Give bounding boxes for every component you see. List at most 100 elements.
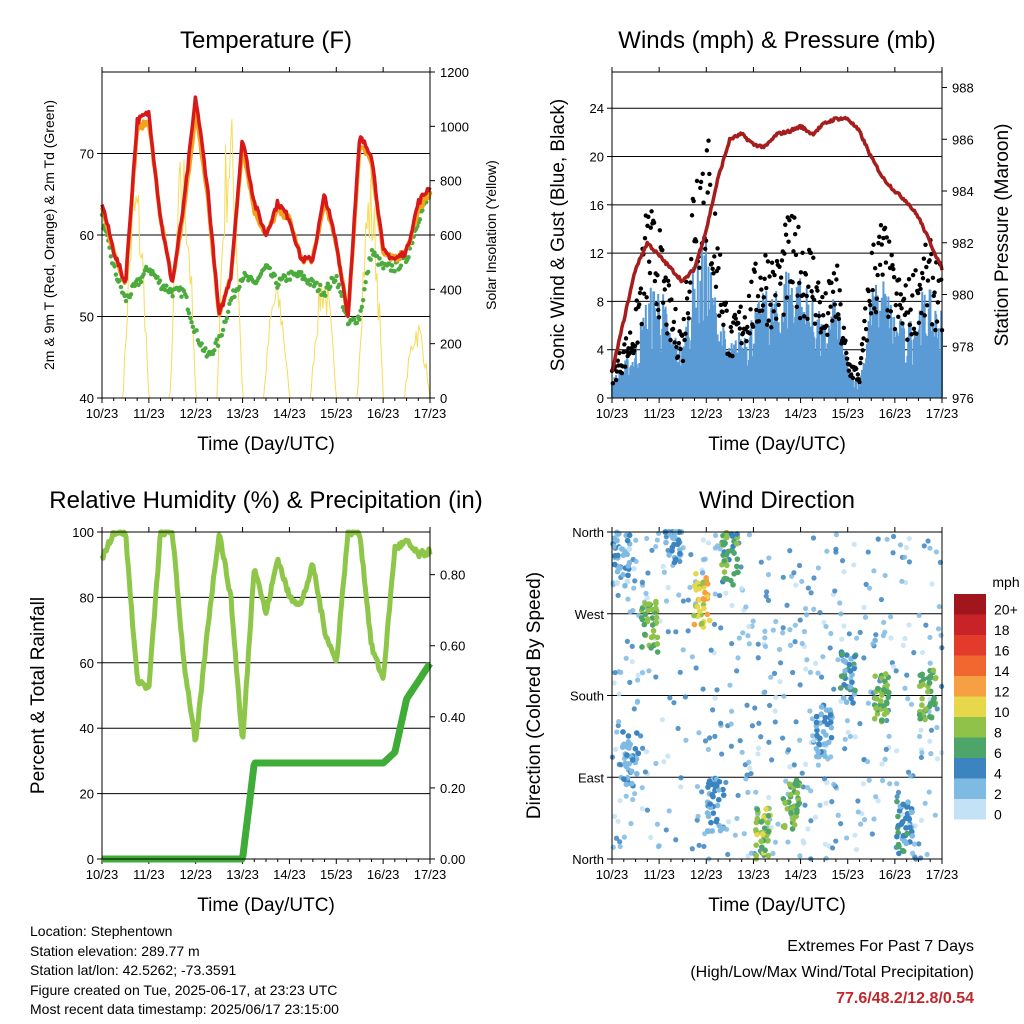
direction-point (634, 730, 640, 736)
y-tick-label: North (572, 525, 604, 540)
gust-point (641, 291, 647, 296)
direction-point (907, 824, 913, 831)
dewpoint-point (360, 297, 366, 303)
direction-point (902, 815, 909, 822)
direction-point (700, 686, 706, 692)
direction-point (780, 625, 786, 631)
direction-point (839, 650, 846, 657)
direction-point (724, 562, 730, 569)
direction-point (685, 628, 691, 634)
direction-point (873, 794, 879, 800)
direction-point (709, 792, 716, 798)
direction-point (814, 732, 820, 739)
plot-border (101, 531, 431, 860)
gust-point (644, 295, 649, 300)
pressure-line (610, 115, 944, 373)
direction-point (623, 655, 629, 661)
direction-point (817, 802, 823, 808)
dewpoint-point (232, 294, 237, 300)
direction-point (758, 838, 764, 845)
gust-point (707, 182, 713, 188)
dewpoint-point (214, 337, 219, 342)
dewpoint-point (323, 293, 328, 298)
direction-point (889, 660, 895, 666)
gust-point (759, 287, 764, 292)
direction-point (702, 738, 709, 744)
y-tick-label: West (575, 607, 605, 622)
direction-point (713, 782, 720, 789)
direction-point (635, 750, 642, 757)
direction-point (784, 602, 790, 608)
gust-point (911, 326, 917, 331)
direction-point (823, 800, 829, 806)
gust-point (764, 285, 769, 291)
direction-point (843, 652, 850, 658)
gust-point (930, 275, 936, 280)
direction-point (624, 537, 631, 544)
direction-point (848, 695, 854, 702)
gust-point (838, 302, 843, 307)
direction-point (715, 796, 722, 803)
dewpoint-point (215, 343, 221, 349)
y-tick-label: 40 (80, 721, 94, 736)
gust-point (748, 307, 753, 312)
x-axis-label: Time (Day/UTC) (197, 895, 335, 916)
direction-point (852, 734, 858, 740)
gust-point (808, 250, 814, 256)
gust-point (913, 268, 918, 273)
direction-point (777, 660, 784, 666)
x-tick-label: 10/23 (596, 406, 629, 421)
direction-point (628, 768, 635, 775)
gust-point (712, 254, 717, 259)
gust-point (869, 250, 875, 256)
direction-point (689, 846, 695, 852)
direction-point (754, 806, 761, 813)
direction-point (626, 546, 633, 553)
gust-point (829, 280, 834, 285)
gust-point (646, 214, 651, 220)
gust-point (762, 276, 767, 281)
direction-point (736, 635, 742, 641)
direction-point (818, 711, 825, 718)
direction-point (803, 666, 809, 672)
y-right-tick-label: 1200 (440, 65, 469, 80)
gust-point (730, 353, 735, 359)
gust-point (815, 288, 820, 293)
direction-point (708, 819, 714, 826)
gust-point (797, 315, 803, 321)
gust-point (878, 223, 884, 228)
gust-point (705, 190, 710, 195)
gust-point (656, 315, 662, 320)
direction-point (710, 707, 716, 713)
gust-point (672, 340, 677, 345)
direction-point (665, 753, 671, 759)
dewpoint-point (190, 324, 196, 330)
direction-point (900, 801, 907, 808)
direction-point (753, 789, 759, 795)
direction-point (789, 826, 796, 832)
gust-point (832, 302, 837, 307)
direction-point (833, 549, 839, 555)
direction-point (871, 568, 877, 574)
gust-point (678, 346, 683, 352)
direction-point (815, 670, 821, 676)
gust-point (825, 310, 831, 316)
direction-point (934, 756, 941, 762)
direction-point (720, 541, 727, 548)
colorbar-swatch (954, 799, 986, 820)
direction-point (796, 562, 803, 569)
dewpoint-point (117, 278, 122, 283)
direction-point (641, 621, 648, 628)
direction-point (885, 694, 892, 701)
direction-point (695, 813, 701, 819)
x-tick-label: 16/23 (367, 867, 400, 882)
gust-point (805, 316, 810, 322)
wind-series (611, 236, 943, 398)
gust-point (792, 231, 798, 237)
direction-point (766, 702, 773, 709)
x-tick-label: 12/23 (179, 867, 212, 882)
gust-point (881, 235, 886, 241)
gust-point (691, 198, 696, 204)
panel-title: Temperature (F) (180, 27, 352, 54)
gust-point (773, 293, 778, 298)
